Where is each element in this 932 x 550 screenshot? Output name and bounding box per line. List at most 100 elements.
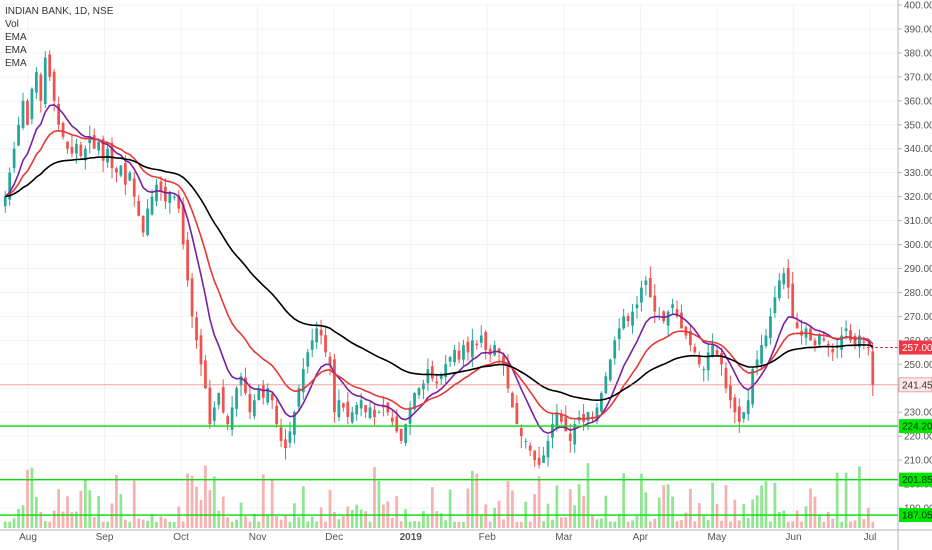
candle-body (457, 350, 461, 360)
volume-bar (106, 521, 109, 528)
candle-body (92, 135, 96, 149)
candle-body (653, 295, 657, 312)
candle-body (430, 366, 434, 379)
volume-bar (493, 507, 496, 528)
volume-bar (786, 521, 790, 528)
candle-body (519, 427, 523, 437)
volume-bar (724, 485, 728, 528)
volume-bar (364, 511, 367, 528)
volume-bar (782, 510, 786, 528)
volume-bar (26, 469, 29, 528)
candle-body (786, 267, 790, 288)
volume-bar (159, 516, 163, 528)
volume-bar (75, 511, 78, 528)
x-tick-label: Apr (633, 532, 649, 543)
volume-bar (435, 511, 439, 528)
x-tick-label: Jul (864, 532, 877, 543)
candle-body (426, 369, 430, 384)
volume-bar (261, 474, 265, 528)
candle-body (350, 412, 354, 423)
candle-body (826, 343, 830, 346)
volume-bar (466, 488, 470, 528)
candle-body (88, 136, 92, 144)
candle-body (382, 406, 385, 408)
y-tick-label: 210.00 (904, 456, 932, 467)
volume-bar (537, 476, 541, 528)
candle-body (235, 388, 238, 409)
volume-bar (333, 512, 336, 528)
candle-body (813, 340, 817, 346)
volume-bar (186, 473, 190, 528)
y-tick-label: 360.00 (904, 96, 932, 107)
ema-line-50 (5, 155, 874, 402)
x-tick-label: Nov (249, 532, 267, 543)
volume-bar (168, 521, 172, 528)
volume-bar (373, 467, 376, 528)
volume-bar (92, 516, 96, 528)
volume-bar (244, 516, 247, 528)
volume-bar (791, 521, 795, 528)
candle-body (671, 304, 674, 308)
volume-bar (141, 519, 145, 528)
price-tag-label: 201.85 (902, 475, 932, 486)
candle-body (395, 416, 399, 432)
candle-body (760, 345, 763, 364)
ema-line-10 (4, 103, 874, 435)
candle-body (533, 450, 537, 461)
volume-bar (43, 521, 47, 528)
candle-body (511, 393, 514, 408)
candle-body (137, 200, 141, 216)
candle-body (613, 340, 617, 359)
volume-bar (662, 485, 666, 528)
volume-bar (88, 490, 92, 528)
volume-bar (66, 496, 69, 528)
candle-body (528, 445, 532, 451)
volume-bar (640, 473, 643, 528)
volume-bar (858, 466, 861, 528)
candle-body (595, 407, 599, 422)
y-tick-label: 300.00 (904, 240, 932, 251)
volume-bar (390, 517, 394, 528)
candle-body (773, 297, 777, 314)
candle-body (315, 328, 319, 343)
candle-body (715, 350, 719, 355)
volume-bar (470, 470, 474, 528)
candle-body (537, 457, 541, 465)
volume-bar (711, 482, 714, 528)
candle-body (697, 356, 701, 365)
volume-bar (826, 512, 830, 528)
volume-bar (684, 512, 688, 528)
volume-bar (195, 486, 198, 528)
volume-bar (746, 518, 750, 528)
y-tick-label: 230.00 (904, 408, 932, 419)
candle-body (52, 71, 56, 101)
price-tag-label: 241.45 (902, 380, 932, 391)
candle-body (230, 407, 234, 430)
candle-body (733, 397, 737, 413)
candle-body (711, 345, 714, 357)
y-tick-label: 330.00 (904, 168, 932, 179)
candle-body (279, 427, 283, 441)
candle-body (364, 405, 367, 413)
volume-bar (519, 521, 523, 528)
volume-bar (657, 497, 661, 528)
volume-bar (809, 488, 812, 528)
candle-body (341, 403, 345, 408)
volume-bar (729, 521, 732, 528)
y-tick-label: 280.00 (904, 288, 932, 299)
candle-body (777, 280, 781, 299)
candle-body (57, 103, 60, 125)
candle-body (493, 345, 496, 356)
volume-bar (488, 521, 492, 528)
candle-body (608, 359, 612, 381)
x-tick-label: Aug (19, 532, 37, 543)
candle-body (248, 394, 252, 413)
candle-body (764, 335, 768, 347)
candle-body (239, 376, 243, 386)
volume-bar (546, 503, 550, 528)
candle-body (746, 400, 750, 415)
candle-body (301, 369, 305, 393)
volume-bar (288, 521, 292, 528)
price-tag (899, 340, 932, 355)
volume-bar (720, 520, 723, 528)
